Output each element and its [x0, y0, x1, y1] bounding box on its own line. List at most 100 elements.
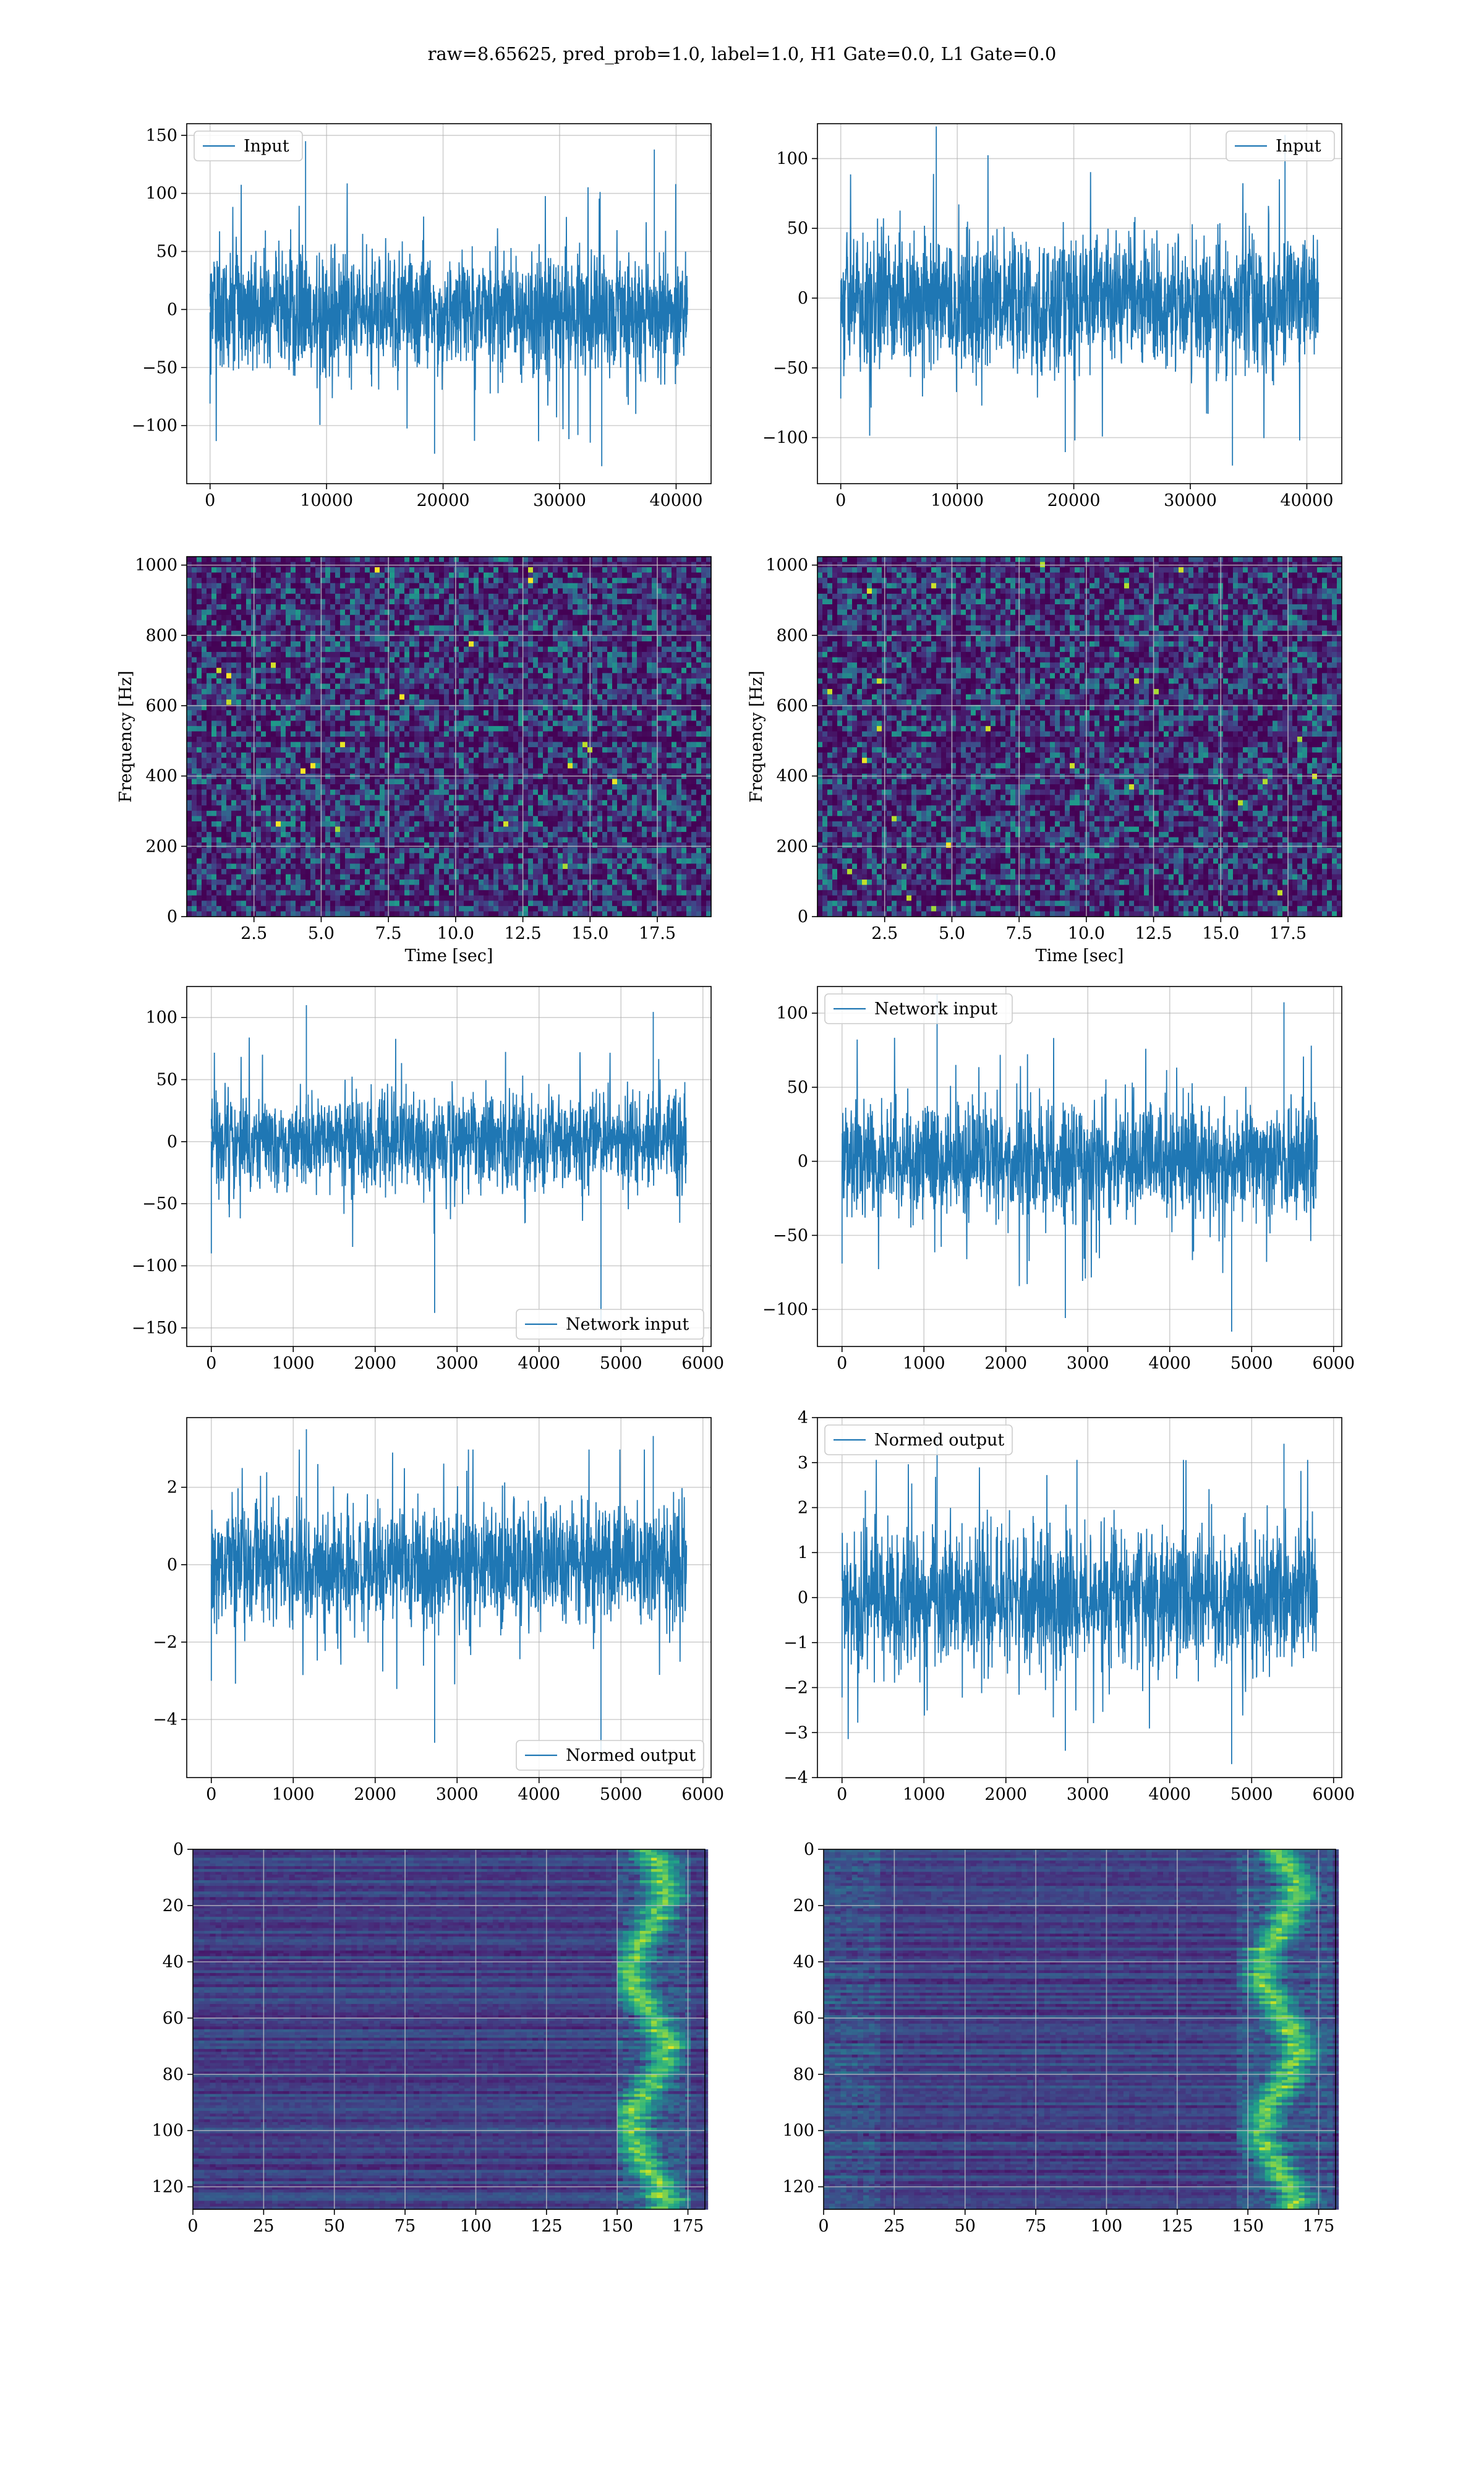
- heatmap-cell: [246, 599, 252, 604]
- heatmap-cell: [207, 610, 212, 615]
- heatmap-cell: [672, 594, 677, 599]
- heatmap-cell: [197, 567, 202, 573]
- heatmap-cell: [538, 695, 544, 700]
- heatmap-cell: [394, 683, 400, 689]
- heatmap-cell: [296, 683, 301, 689]
- heatmap-cell: [691, 604, 697, 610]
- heatmap-cell: [241, 683, 247, 689]
- heatmap-cell: [622, 695, 628, 700]
- heatmap-cell: [548, 625, 553, 631]
- heatmap-cell: [330, 721, 336, 726]
- heatmap-cell: [404, 625, 410, 631]
- heatmap-cell: [558, 662, 563, 668]
- heatmap-cell: [390, 695, 395, 700]
- heatmap-cell: [573, 710, 578, 716]
- heatmap-cell: [622, 636, 628, 641]
- series-line-input: [841, 127, 1319, 466]
- heatmap-cell: [607, 615, 613, 620]
- heatmap-cell: [330, 573, 336, 578]
- heatmap-cell: [672, 620, 677, 626]
- heatmap-cell: [301, 641, 306, 647]
- heatmap-cell: [414, 604, 420, 610]
- heatmap-cell: [578, 710, 583, 716]
- heatmap-cell: [370, 567, 375, 573]
- heatmap-cell: [449, 625, 454, 631]
- heatmap-cell: [325, 678, 331, 684]
- heatmap-cell: [375, 678, 380, 684]
- heatmap-cell: [528, 636, 534, 641]
- heatmap-cell: [652, 557, 657, 562]
- heatmap-cell: [622, 567, 628, 573]
- heatmap-cell: [672, 695, 677, 700]
- heatmap-cell: [543, 604, 548, 610]
- heatmap-cell: [266, 710, 271, 716]
- heatmap-cell: [380, 683, 385, 689]
- heatmap-cell: [558, 683, 563, 689]
- heatmap-cell: [271, 683, 276, 689]
- heatmap-cell: [612, 662, 618, 668]
- heatmap-cell: [459, 567, 464, 573]
- heatmap-cell: [484, 716, 489, 721]
- heatmap-cell: [325, 652, 331, 657]
- heatmap-cell: [261, 557, 267, 562]
- heatmap-cell: [424, 683, 430, 689]
- heatmap-cell: [325, 620, 331, 626]
- heatmap-cell: [281, 683, 286, 689]
- heatmap-cell: [197, 636, 202, 641]
- heatmap-cell: [479, 641, 484, 647]
- heatmap-cell: [271, 721, 276, 726]
- heatmap-cell: [627, 695, 633, 700]
- heatmap-cell: [672, 683, 677, 689]
- heatmap-cell: [375, 583, 380, 589]
- heatmap-cell: [686, 625, 692, 631]
- heatmap-cell: [325, 578, 331, 583]
- heatmap-cell: [266, 641, 271, 647]
- heatmap-cell: [652, 668, 657, 674]
- heatmap-cell: [647, 615, 652, 620]
- heatmap-cell: [216, 594, 222, 599]
- heatmap-cell: [211, 668, 217, 674]
- heatmap-cell: [330, 636, 336, 641]
- heatmap-cell: [701, 578, 707, 583]
- heatmap-cell: [246, 625, 252, 631]
- heatmap-cell: [513, 573, 519, 578]
- heatmap-cell: [474, 710, 479, 716]
- heatmap-cell: [221, 647, 227, 653]
- heatmap-cell: [207, 567, 212, 573]
- heatmap-cell: [474, 662, 479, 668]
- heatmap-cell: [454, 657, 459, 663]
- heatmap-cell: [459, 615, 464, 620]
- heatmap-cell: [573, 583, 578, 589]
- heatmap-cell: [538, 583, 544, 589]
- heatmap-cell: [582, 673, 588, 678]
- heatmap-cell: [681, 668, 687, 674]
- heatmap-cell: [513, 567, 519, 573]
- heatmap-cell: [296, 578, 301, 583]
- heatmap-cell: [310, 625, 316, 631]
- heatmap-cell: [236, 557, 242, 562]
- heatmap-cell: [686, 610, 692, 615]
- heatmap-cell: [488, 683, 494, 689]
- heatmap-cell: [563, 588, 568, 594]
- heatmap-cell: [414, 588, 420, 594]
- heatmap-cell: [508, 615, 514, 620]
- heatmap-cell: [558, 668, 563, 674]
- heatmap-cell: [439, 689, 445, 695]
- heatmap-cell: [498, 689, 504, 695]
- heatmap-cell: [686, 689, 692, 695]
- heatmap-cell: [484, 610, 489, 615]
- heatmap-cell: [399, 567, 405, 573]
- heatmap-cell: [523, 588, 529, 594]
- heatmap-cell: [553, 636, 558, 641]
- heatmap-cell: [617, 716, 623, 721]
- heatmap-cell: [627, 668, 633, 674]
- heatmap-cell: [558, 647, 563, 653]
- heatmap-cell: [647, 678, 652, 684]
- heatmap-cell: [187, 673, 192, 678]
- heatmap-cell: [543, 652, 548, 657]
- heatmap-cell: [533, 710, 539, 716]
- heatmap-cell: [256, 620, 262, 626]
- heatmap-cell: [592, 710, 598, 716]
- heatmap-cell: [399, 641, 405, 647]
- heatmap-cell: [315, 567, 321, 573]
